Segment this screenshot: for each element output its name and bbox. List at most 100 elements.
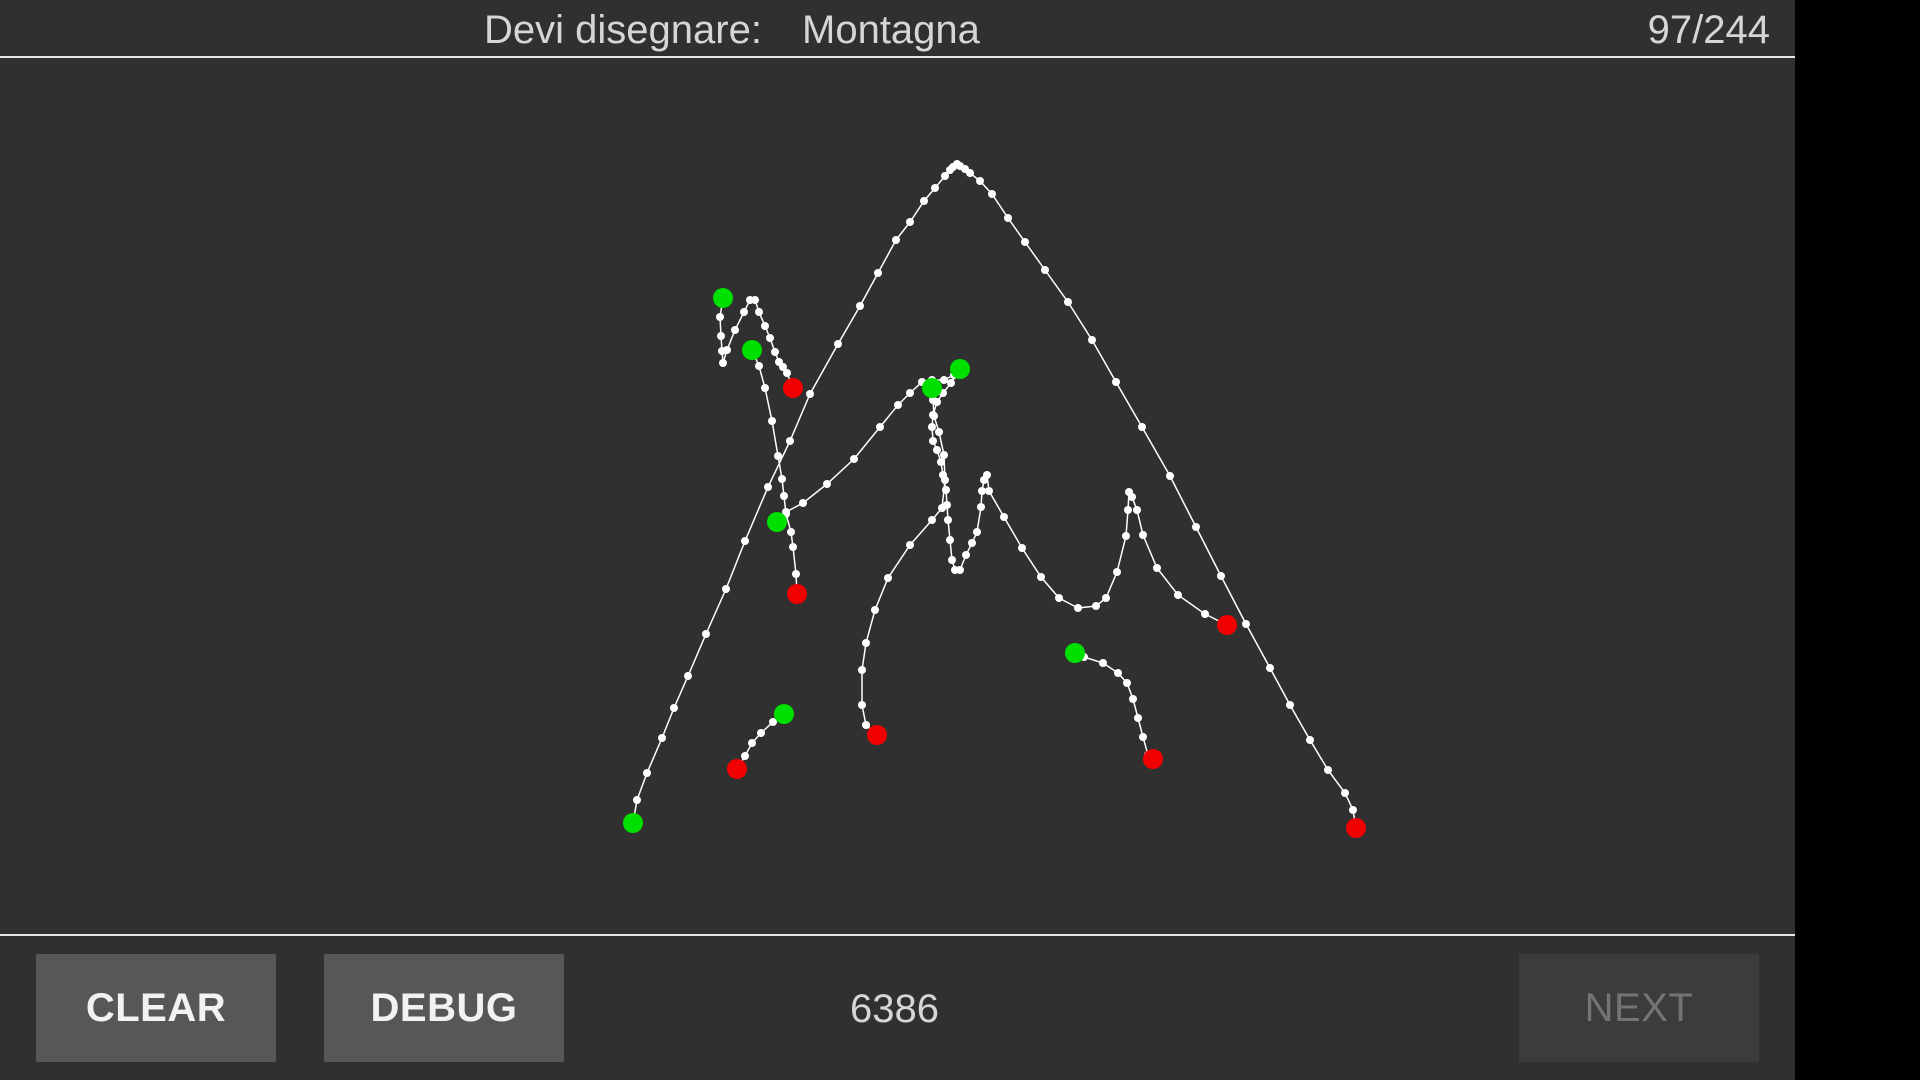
stroke-point xyxy=(862,639,870,647)
stroke-point xyxy=(1000,513,1008,521)
stroke-point xyxy=(741,537,749,545)
stroke-point xyxy=(766,334,774,342)
footer-divider xyxy=(0,934,1795,936)
stroke-point xyxy=(761,384,769,392)
stroke-line xyxy=(861,387,946,736)
debug-button[interactable]: DEBUG xyxy=(324,954,564,1062)
stroke-point xyxy=(771,348,779,356)
stroke-point xyxy=(1041,266,1049,274)
stroke-point xyxy=(1018,544,1026,552)
prompt-word: Montagna xyxy=(802,8,980,52)
stroke-point xyxy=(787,528,795,536)
stroke-point xyxy=(1139,733,1147,741)
stroke-point xyxy=(884,574,892,582)
stroke-layer xyxy=(623,160,1366,838)
drawing-app: Devi disegnare: Montagna 97/244 CLEAR DE… xyxy=(0,0,1795,1080)
stroke-point xyxy=(1122,532,1130,540)
stroke-point xyxy=(774,452,782,460)
stroke-point xyxy=(768,417,776,425)
stroke-point xyxy=(946,536,954,544)
stroke-point xyxy=(783,369,791,377)
stroke-point xyxy=(1129,695,1137,703)
stroke-point xyxy=(633,796,641,804)
stroke-point xyxy=(1113,568,1121,576)
stroke-point xyxy=(789,543,797,551)
stroke-point xyxy=(1074,604,1082,612)
stroke-point xyxy=(931,184,939,192)
next-button[interactable]: NEXT xyxy=(1519,954,1759,1062)
stroke-point xyxy=(780,492,788,500)
stroke-end-marker xyxy=(1143,749,1163,769)
stroke-point xyxy=(1192,523,1200,531)
stroke-point xyxy=(1139,531,1147,539)
stroke-point xyxy=(977,503,985,511)
stroke-point xyxy=(1124,506,1132,514)
stroke-point xyxy=(702,630,710,638)
stroke-point xyxy=(862,721,870,729)
stroke-point xyxy=(1102,594,1110,602)
stroke-point xyxy=(716,313,724,321)
stroke-point xyxy=(894,401,902,409)
stroke-line xyxy=(1074,652,1154,760)
stroke-point xyxy=(757,729,765,737)
stroke-point xyxy=(782,508,790,516)
stroke-point xyxy=(1349,806,1357,814)
stroke-point xyxy=(940,376,948,384)
stroke-point xyxy=(988,190,996,198)
stroke-end-marker xyxy=(867,725,887,745)
stroke-start-marker xyxy=(774,704,794,724)
stroke-point xyxy=(856,302,864,310)
stroke-point xyxy=(806,390,814,398)
stroke-point xyxy=(764,483,772,491)
stroke-point xyxy=(906,218,914,226)
stroke-start-marker xyxy=(742,340,762,360)
stroke-end-marker xyxy=(1217,615,1237,635)
stroke-point xyxy=(973,528,981,536)
clear-button[interactable]: CLEAR xyxy=(36,954,276,1062)
stroke-point xyxy=(1123,679,1131,687)
stroke-point xyxy=(717,332,725,340)
stroke-point xyxy=(962,551,970,559)
stroke-end-marker xyxy=(1346,818,1366,838)
stroke-point xyxy=(850,455,858,463)
stroke-point xyxy=(769,718,777,726)
stroke-point xyxy=(823,480,831,488)
stroke-point xyxy=(1064,298,1072,306)
stroke-point xyxy=(1286,701,1294,709)
stroke-start-marker xyxy=(713,288,733,308)
stroke-point xyxy=(944,516,952,524)
stroke-point xyxy=(1133,506,1141,514)
stroke-point xyxy=(834,340,842,348)
stroke-point xyxy=(748,739,756,747)
stroke-point xyxy=(928,423,936,431)
stroke-point xyxy=(929,396,937,404)
stroke-point xyxy=(892,236,900,244)
stroke-point xyxy=(1114,669,1122,677)
stroke-point xyxy=(929,437,937,445)
stroke-point xyxy=(933,446,941,454)
stroke-point xyxy=(786,437,794,445)
stroke-point xyxy=(670,704,678,712)
stroke-point xyxy=(792,570,800,578)
stroke-point xyxy=(761,322,769,330)
stroke-point xyxy=(871,606,879,614)
drawing-canvas[interactable] xyxy=(0,58,1795,934)
stroke-point xyxy=(1037,573,1045,581)
stroke-point xyxy=(722,585,730,593)
stroke-point xyxy=(1166,472,1174,480)
stroke-point xyxy=(684,672,692,680)
stroke-point xyxy=(1004,214,1012,222)
stroke-point xyxy=(1021,238,1029,246)
stroke-point xyxy=(755,362,763,370)
stroke-point xyxy=(906,541,914,549)
header-divider xyxy=(0,56,1795,58)
stroke-point xyxy=(751,296,759,304)
stroke-point xyxy=(920,197,928,205)
stroke-point xyxy=(1324,766,1332,774)
stroke-point xyxy=(731,326,739,334)
stroke-point xyxy=(1306,736,1314,744)
stroke-point xyxy=(978,487,986,495)
stroke-counter: 6386 xyxy=(850,987,939,1031)
stroke-end-marker xyxy=(727,759,747,779)
stroke-point xyxy=(985,487,993,495)
